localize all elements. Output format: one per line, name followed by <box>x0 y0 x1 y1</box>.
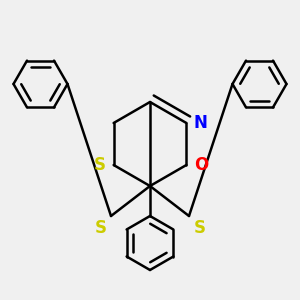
Text: S: S <box>194 219 206 237</box>
Text: N: N <box>194 114 208 132</box>
Text: S: S <box>94 219 106 237</box>
Text: S: S <box>94 156 106 174</box>
Text: O: O <box>194 156 208 174</box>
